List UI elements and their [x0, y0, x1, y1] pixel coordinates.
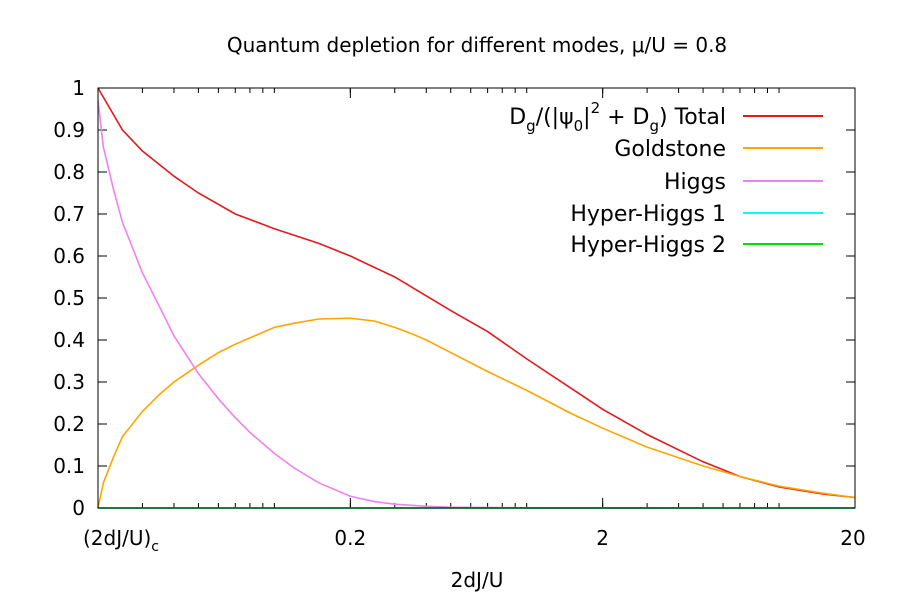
y-tick-label: 0.2 [53, 412, 85, 436]
y-tick-label: 0.9 [53, 118, 85, 142]
legend-label-part: ) Total [659, 105, 726, 130]
legend-label-1: Dg/(|ψ0|2 + Dg) Total [509, 99, 726, 135]
y-tick-label: 0.6 [53, 244, 85, 268]
legend: Dg/(|ψ0|2 + Dg) TotalGoldstoneHiggsHyper… [509, 99, 823, 258]
y-tick-label: 0.5 [53, 286, 85, 310]
series-line-1 [97, 87, 856, 499]
legend-label-part: 2 [591, 99, 601, 117]
y-tick-label: 0.3 [53, 370, 85, 394]
legend-label-part: 0 [574, 117, 584, 135]
series-layer [97, 87, 856, 509]
legend-label-2: Goldstone [614, 137, 726, 162]
legend-label-part: g [526, 117, 536, 135]
x-axis-label: 2dJ/U [451, 568, 504, 592]
legend-label-4: Hyper-Higgs 1 [570, 202, 726, 227]
series-line-2 [97, 317, 856, 509]
series-line-3 [97, 100, 855, 509]
x-tick-label-text: 0.2 [334, 526, 366, 550]
y-tick-label: 0 [72, 496, 85, 520]
axis-ticks [97, 87, 856, 509]
x-tick-label: 20 [840, 526, 865, 550]
x-tick-label-sub: c [151, 539, 159, 555]
y-tick-label: 0.7 [53, 202, 85, 226]
x-tick-label: 0.2 [334, 526, 366, 550]
y-tick-label: 0.4 [53, 328, 85, 352]
legend-label-part: /(|ψ [536, 105, 574, 130]
legend-label-part: + D [600, 105, 649, 130]
legend-label-part: g [650, 117, 660, 135]
y-tick-label: 0.1 [53, 454, 85, 478]
y-tick-label: 0.8 [53, 160, 85, 184]
x-tick-label: 2 [596, 526, 609, 550]
y-tick-label: 1 [72, 76, 85, 100]
y-tick-labels: 0 0.1 0.2 0.3 0.4 0.5 0.6 0.7 0.8 0.9 1 [53, 76, 85, 520]
x-tick-label-text: (2dJ/U) [83, 526, 151, 550]
x-tick-label: (2dJ/U)c [83, 526, 159, 555]
legend-label-part: D [509, 105, 526, 130]
x-tick-label-text: 2 [596, 526, 609, 550]
plot-frame [97, 87, 856, 509]
x-tick-labels: (2dJ/U)c 0.2 2 20 [83, 526, 866, 555]
legend-label-3: Higgs [664, 170, 726, 195]
x-tick-label-text: 20 [840, 526, 865, 550]
legend-label-5: Hyper-Higgs 2 [570, 233, 726, 258]
chart-title: Quantum depletion for different modes, μ… [227, 33, 727, 57]
legend-label-part: | [583, 105, 590, 130]
